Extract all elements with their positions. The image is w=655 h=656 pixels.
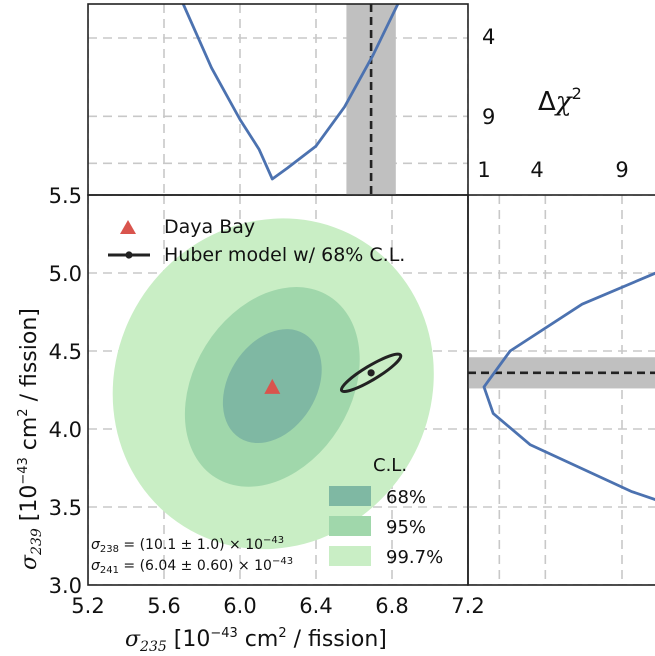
cl-legend-label-95: 95% [386, 517, 426, 538]
x-tick-label: 6.4 [299, 594, 332, 618]
cl-legend-swatch-95 [329, 516, 371, 536]
x-tick-label: 5.2 [71, 594, 104, 618]
legend-daya-bay-label: Daya Bay [164, 216, 255, 238]
right-x-tick-label: 9 [615, 158, 628, 182]
top-chi2-line [181, 4, 400, 181]
main-panel: 5.2 5.6 6.0 6.4 6.8 7.2 3.0 3.5 4.0 4.5 5.0 5.5 [49, 184, 485, 618]
legend: Daya Bay Huber model w/ 68% C.L. [108, 216, 405, 266]
best-fit [264, 378, 281, 394]
top-chi2-curve [181, 4, 400, 181]
right-chi2-line [482, 271, 655, 501]
annotation-sigma238: σ238 = (10.1 ± 1.0) × 10−43 [91, 535, 284, 555]
main-x-ticks: 5.2 5.6 6.0 6.4 6.8 7.2 [71, 594, 484, 618]
cl-legend-label-997: 99.7% [386, 547, 443, 568]
x-tick-label: 7.2 [451, 594, 484, 618]
y-tick-label: 5.5 [49, 184, 82, 208]
top-grid [88, 4, 468, 195]
right-grid [468, 195, 655, 585]
y-axis-label: σ239 [10−43 cm2 / fission] [16, 308, 45, 570]
annotation-sigma241: σ241 = (6.04 ± 0.60) × 10−43 [91, 556, 293, 576]
model-center-point [367, 369, 375, 377]
right-frame [467, 194, 655, 586]
legend-model-dot [125, 251, 133, 259]
right-x-tick-label: 1 [477, 158, 490, 182]
top-y-ticks: 94 [482, 25, 495, 129]
main-y-ticks: 3.0 3.5 4.0 4.5 5.0 5.5 [49, 184, 82, 598]
right-panel: 1 4 9 [467, 158, 655, 586]
top-frame [87, 3, 469, 196]
model-ellipse [339, 352, 403, 394]
right-x-tick-label: 4 [530, 158, 543, 182]
x-tick-label: 5.6 [147, 594, 180, 618]
x-axis-label: σ235 [10−43 cm2 / fission] [125, 626, 387, 655]
x-tick-label: 6.0 [223, 594, 256, 618]
y-tick-label: 3.5 [49, 496, 82, 520]
legend-daya-bay-marker [120, 220, 136, 234]
huber-model [339, 352, 403, 394]
top-y-tick-label: 9 [482, 105, 495, 129]
y-tick-label: 4.5 [49, 340, 82, 364]
right-chi2-curve [482, 271, 655, 501]
right-best-fit-band [468, 357, 655, 389]
right-x-ticks: 1 4 9 [477, 158, 628, 182]
best-fit-marker [264, 378, 281, 394]
y-tick-label: 3.0 [49, 574, 82, 598]
cl-legend-swatch-68 [329, 486, 371, 506]
x-tick-label: 6.8 [375, 594, 408, 618]
cl-legend-title: C.L. [373, 455, 407, 476]
y-tick-label: 5.0 [49, 262, 82, 286]
top-best-fit-band [346, 4, 396, 195]
cl-legend: C.L. 68% 95% 99.7% [329, 455, 443, 568]
top-panel: 94 [87, 3, 495, 196]
y-tick-label: 4.0 [49, 418, 82, 442]
legend-model-label: Huber model w/ 68% C.L. [164, 244, 405, 266]
cl-legend-swatch-997 [329, 546, 371, 566]
delta-chi2-label: Δχ2 [538, 84, 582, 117]
cl-legend-label-68: 68% [386, 487, 426, 508]
top-y-tick-label: 4 [482, 25, 495, 49]
